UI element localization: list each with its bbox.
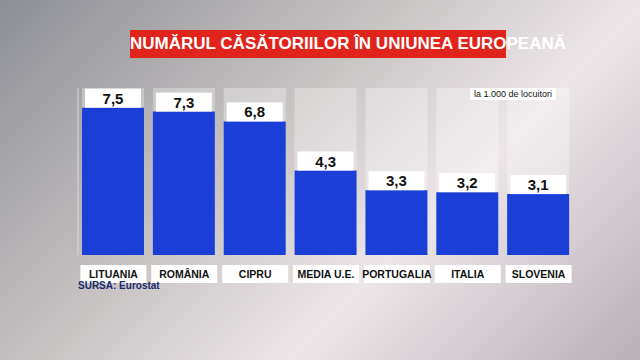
html-text:NUMĂRUL CĂSĂTORIILOR ÎN UNIUNE: NUMĂRUL CĂSĂTORIILOR ÎN UNIUNEA EUROPEAN…: [130, 34, 566, 53]
html-text:la 1.000 de locuitori: la 1.000 de locuitori: [474, 89, 553, 99]
svg-text:PORTUGALIA: PORTUGALIA: [362, 268, 432, 280]
svg-text:SLOVENIA: SLOVENIA: [512, 268, 566, 280]
svg-text:6,8: 6,8: [244, 103, 265, 120]
svg-text:7,3: 7,3: [173, 94, 194, 111]
html-text:SURSA: Eurostat: SURSA: Eurostat: [78, 280, 160, 291]
svg-text:3,1: 3,1: [528, 176, 549, 193]
svg-text:3,2: 3,2: [457, 174, 478, 191]
svg-text:ITALIA: ITALIA: [451, 268, 484, 280]
svg-text:ROMÂNIA: ROMÂNIA: [159, 268, 210, 280]
svg-text:CIPRU: CIPRU: [239, 268, 272, 280]
svg-text:4,3: 4,3: [315, 153, 336, 170]
svg-text:MEDIA U.E.: MEDIA U.E.: [298, 268, 355, 280]
svg-text:3,3: 3,3: [386, 172, 407, 189]
svg-text:7,5: 7,5: [103, 90, 124, 107]
svg-text:LITUANIA: LITUANIA: [89, 268, 138, 280]
